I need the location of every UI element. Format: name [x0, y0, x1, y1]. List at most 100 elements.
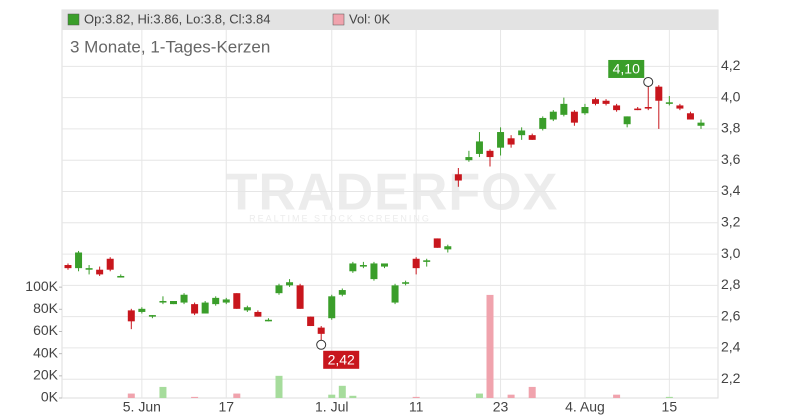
y-tick-label: 4,0	[721, 88, 741, 104]
y2-tick-label: 100K	[25, 278, 58, 294]
candle-body	[359, 265, 367, 267]
candle-body	[85, 268, 93, 270]
candle-body	[655, 86, 663, 101]
volume-bar	[275, 375, 283, 398]
annotation-label: 4,10	[613, 61, 640, 77]
annotation-box	[323, 350, 360, 369]
volume-bar	[412, 396, 420, 398]
marks	[64, 81, 705, 398]
candle-body	[243, 307, 251, 311]
candle-body	[497, 132, 505, 148]
volume-bar	[338, 385, 346, 398]
y2-tick-label: 80K	[33, 300, 59, 316]
y2-tick-label: 40K	[33, 344, 59, 360]
candle-body	[665, 102, 673, 104]
candle-body	[328, 296, 336, 319]
volume-bar	[486, 294, 494, 398]
x-tick-label: 11	[409, 399, 424, 415]
legend-swatch	[67, 13, 80, 26]
extreme-marker	[316, 339, 327, 350]
extreme-marker	[643, 76, 654, 87]
y2-tick-label: 0K	[41, 389, 59, 405]
volume-bar	[665, 396, 673, 398]
candle-body	[676, 105, 684, 109]
candle-body	[454, 174, 462, 181]
candle-body	[475, 141, 483, 154]
candle-body	[507, 138, 515, 145]
candle-body	[560, 103, 568, 115]
candle-body	[486, 150, 494, 158]
candle-body	[697, 122, 705, 126]
y-tick-label: 3,6	[721, 151, 741, 167]
volume-bar	[328, 394, 336, 398]
candle-body	[391, 285, 399, 303]
x-tick-label: 17	[218, 399, 234, 415]
candle-body	[686, 113, 694, 120]
volume-bar	[233, 393, 241, 398]
volume-bar	[349, 395, 357, 398]
candle-body	[296, 285, 304, 309]
x-tick-label: 5. Jun	[123, 399, 161, 415]
annotation-box	[608, 59, 645, 78]
candle-body	[370, 263, 378, 280]
y2-tick-label: 60K	[33, 322, 59, 338]
candle-body	[64, 265, 72, 269]
volume-bar	[613, 394, 621, 398]
volume-bar	[528, 386, 536, 398]
candle-body	[613, 105, 621, 111]
legend-volume: Vol: 0K	[349, 11, 391, 26]
candle-body	[264, 319, 272, 322]
y-tick-label: 3,2	[721, 213, 741, 229]
candle-body	[465, 157, 473, 161]
candle-body	[592, 99, 599, 104]
candle-body	[138, 308, 146, 312]
annotation-label: 2,42	[328, 352, 355, 368]
candle-body	[317, 327, 325, 334]
candle-body	[307, 316, 315, 327]
candle-body	[254, 311, 262, 317]
candle-body	[581, 107, 589, 114]
grid	[62, 10, 718, 398]
candle-body	[106, 258, 114, 270]
candle-body	[423, 260, 431, 262]
candle-body	[117, 275, 125, 278]
y-tick-label: 3,4	[721, 182, 741, 198]
legend-price: Op:3.82, Hi:3.86, Lo:3.8, Cl:3.84	[84, 11, 270, 26]
volume-bar	[159, 386, 167, 398]
candle-body	[570, 111, 578, 123]
candle-body	[412, 258, 420, 269]
legend-swatch	[332, 13, 345, 26]
candle-body	[634, 108, 642, 111]
candle-body	[349, 263, 357, 272]
candle-body	[644, 107, 652, 109]
volume-bar	[191, 396, 199, 398]
y-tick-label: 2,4	[721, 339, 741, 355]
x-tick-label: 4. Aug	[565, 399, 605, 415]
candle-body	[623, 116, 631, 125]
y2-tick-label: 20K	[33, 367, 59, 383]
candle-body	[96, 269, 104, 275]
volume-bar	[127, 393, 135, 398]
candle-body	[222, 299, 230, 303]
watermark: TRADERFOX	[226, 164, 559, 222]
candle-body	[191, 304, 199, 314]
candle-body	[286, 282, 294, 286]
candle-body	[233, 293, 241, 309]
candle-body	[549, 111, 557, 120]
candle-body	[170, 301, 177, 305]
candle-body	[159, 301, 167, 303]
candle-body	[201, 302, 209, 314]
x-tick-label: 23	[493, 399, 509, 415]
candle-body	[602, 100, 610, 104]
candle-body	[444, 246, 452, 250]
volume-bar	[507, 394, 515, 398]
volume-bar	[475, 393, 483, 398]
y-tick-label: 4,2	[721, 57, 741, 73]
x-tick-label: 15	[662, 399, 678, 415]
chart-title: 3 Monate, 1-Tages-Kerzen	[70, 37, 270, 56]
candle-body	[539, 117, 547, 129]
x-tick-label: 1. Jul	[315, 399, 348, 415]
candle-body	[275, 285, 283, 294]
